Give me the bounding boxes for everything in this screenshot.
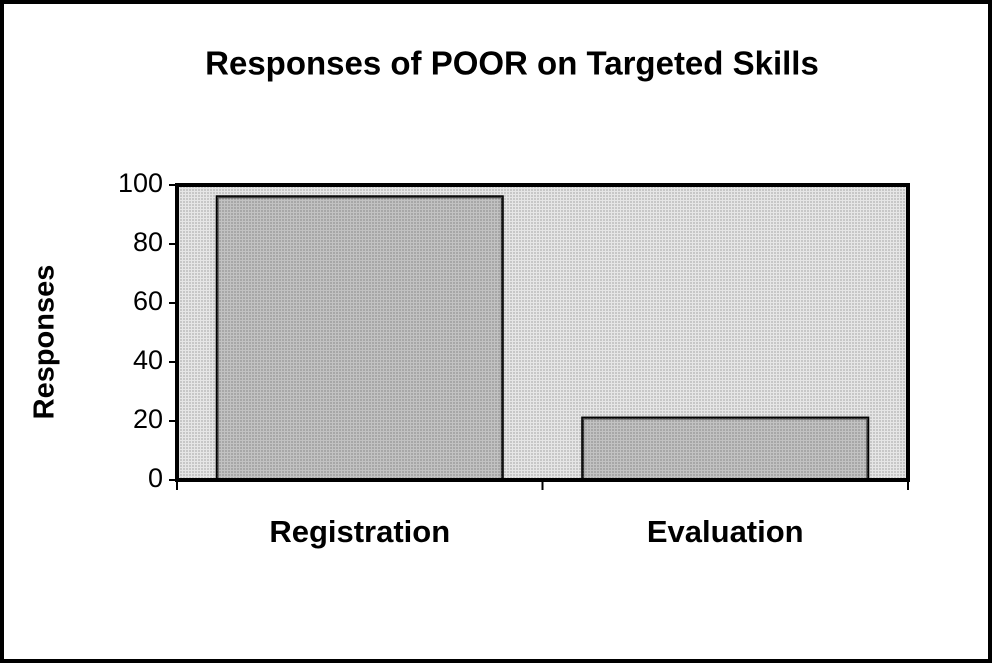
plot-border <box>175 183 910 482</box>
bar-texture <box>217 196 503 481</box>
y-tick-label: 100 <box>118 168 163 198</box>
y-tick-label: 80 <box>133 227 163 257</box>
chart-title: Responses of POOR on Targeted Skills <box>205 45 819 82</box>
x-tick-label: Evaluation <box>647 514 804 549</box>
y-tick-label: 0 <box>148 463 163 493</box>
y-tick-label: 40 <box>133 345 163 375</box>
y-axis-label: Responses <box>29 265 61 420</box>
y-tick-label: 20 <box>133 404 163 434</box>
y-tick-label: 60 <box>133 286 163 316</box>
bar-texture <box>582 418 868 480</box>
x-tick-label: Registration <box>269 514 450 549</box>
